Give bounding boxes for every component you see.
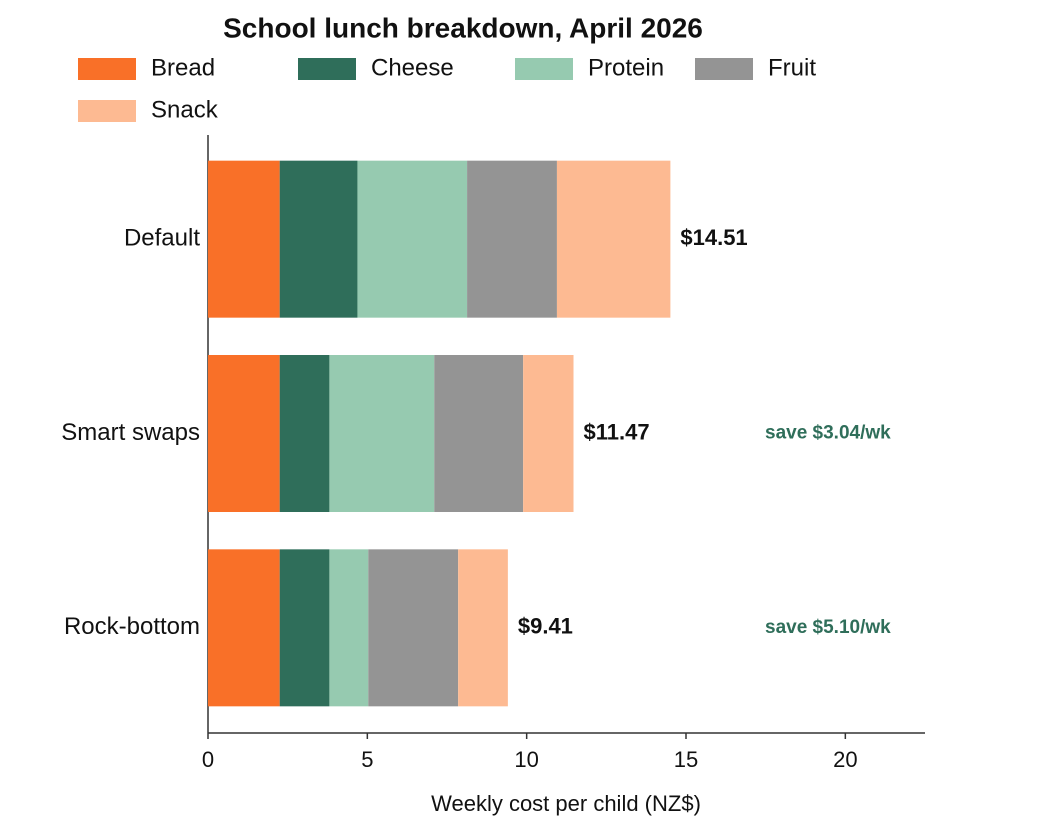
bar-segment xyxy=(357,160,468,318)
bar-segment xyxy=(208,549,280,707)
savings-label: save $5.10/wk xyxy=(765,617,891,638)
legend-swatch xyxy=(78,100,136,122)
total-label: $11.47 xyxy=(584,419,650,444)
bar-segment xyxy=(208,160,280,318)
total-label: $14.51 xyxy=(680,225,747,250)
total-label: $9.41 xyxy=(518,614,573,639)
y-tick-label: Smart swaps xyxy=(61,419,200,446)
bar-segment xyxy=(329,355,435,512)
legend-label: Bread xyxy=(151,54,215,81)
bar-segment xyxy=(458,549,508,707)
bar-segment xyxy=(556,160,671,318)
bar-segment xyxy=(279,355,330,512)
x-tick-label: 20 xyxy=(833,747,857,772)
legend-swatch xyxy=(515,58,573,80)
legend-label: Cheese xyxy=(371,54,454,81)
x-tick-label: 10 xyxy=(514,747,538,772)
bar-segment xyxy=(279,160,358,318)
chart-title: School lunch breakdown, April 2026 xyxy=(223,12,703,43)
bar-segment xyxy=(279,549,330,707)
bar-segment xyxy=(208,355,280,512)
legend-swatch xyxy=(695,58,753,80)
savings-label: save $3.04/wk xyxy=(765,423,891,444)
bar-segment xyxy=(467,160,557,318)
y-tick-label: Default xyxy=(124,225,200,252)
bar-segment xyxy=(329,549,369,707)
legend-swatch xyxy=(78,58,136,80)
legend-label: Protein xyxy=(588,54,664,81)
x-tick-label: 0 xyxy=(202,747,214,772)
y-tick-label: Rock-bottom xyxy=(64,613,200,640)
bar-segment xyxy=(523,355,574,512)
bar-segment xyxy=(434,355,524,512)
bar-segment xyxy=(368,549,459,707)
x-tick-label: 15 xyxy=(674,747,698,772)
legend-swatch xyxy=(298,58,356,80)
x-tick-label: 5 xyxy=(361,747,373,772)
legend-label: Fruit xyxy=(768,54,816,81)
x-axis-label: Weekly cost per child (NZ$) xyxy=(431,791,701,816)
legend-label: Snack xyxy=(151,96,219,123)
